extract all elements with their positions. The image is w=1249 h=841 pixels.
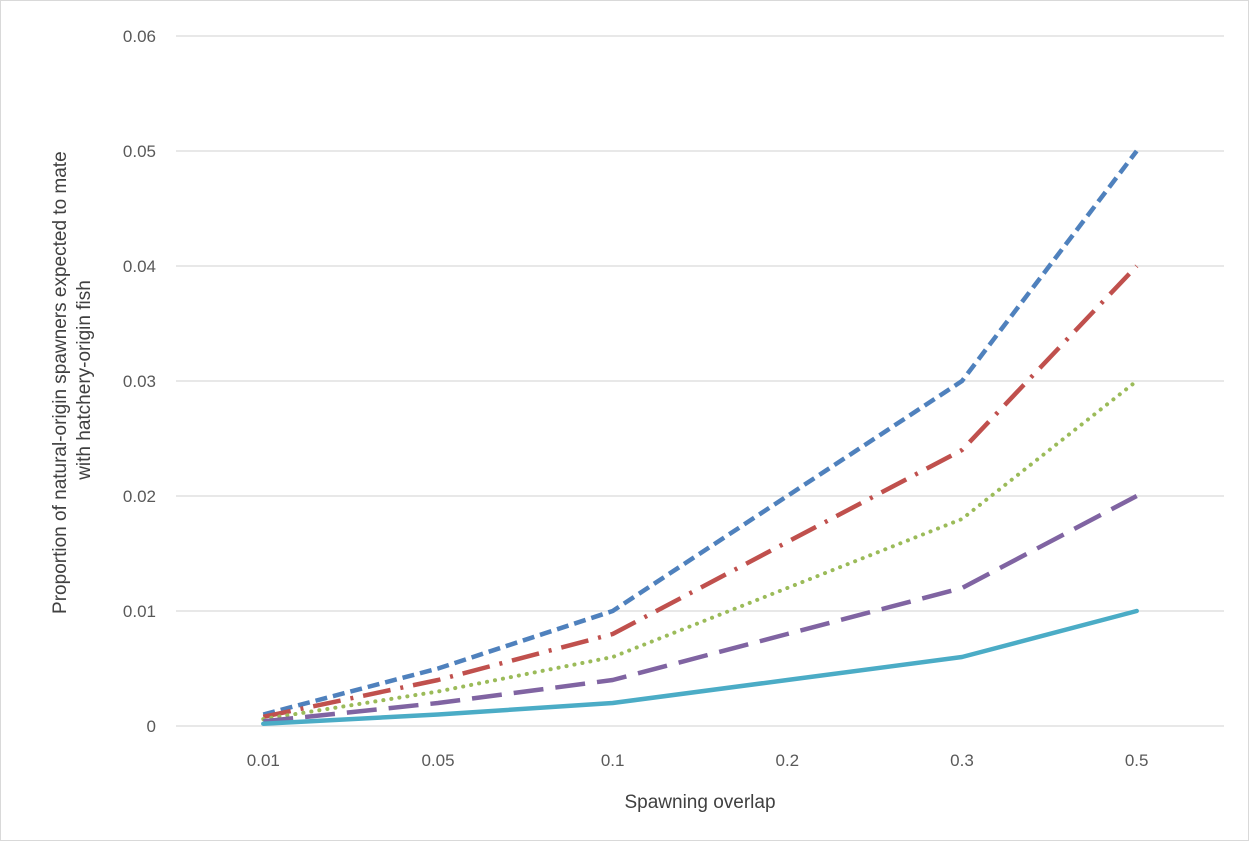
series-line-1 xyxy=(262,149,1139,717)
x-axis-tick-labels: 0.01 0.05 0.1 0.2 0.3 0.5 xyxy=(247,751,1149,770)
series-line-4 xyxy=(263,494,1138,724)
y-tick-label: 0.04 xyxy=(123,257,156,276)
y-tick-label: 0.06 xyxy=(123,27,156,46)
y-tick-label: 0.02 xyxy=(123,487,156,506)
x-axis-title: Spawning overlap xyxy=(624,792,775,813)
gridlines xyxy=(176,35,1224,727)
x-tick-label: 0.2 xyxy=(776,751,800,770)
y-tick-label: 0.05 xyxy=(123,142,156,161)
x-tick-label: 0.3 xyxy=(950,751,974,770)
series-line-5 xyxy=(261,608,1139,726)
y-tick-label: 0 xyxy=(147,717,156,736)
y-axis-title-line-2: with hatchery-origin fish xyxy=(74,280,95,481)
y-axis-title: Proportion of natural-origin spawners ex… xyxy=(50,146,95,614)
x-tick-label: 0.01 xyxy=(247,751,280,770)
y-tick-label: 0.01 xyxy=(123,602,156,621)
x-tick-label: 0.1 xyxy=(601,751,625,770)
y-axis-title-line-1: Proportion of natural-origin spawners ex… xyxy=(50,151,71,614)
y-axis-tick-labels: 0 0.01 0.02 0.03 0.04 0.05 0.06 xyxy=(123,27,156,736)
x-tick-label: 0.05 xyxy=(421,751,454,770)
x-tick-label: 0.5 xyxy=(1125,751,1149,770)
series-line-3 xyxy=(261,379,1139,722)
series-lines xyxy=(261,149,1139,726)
y-tick-label: 0.03 xyxy=(123,372,156,391)
